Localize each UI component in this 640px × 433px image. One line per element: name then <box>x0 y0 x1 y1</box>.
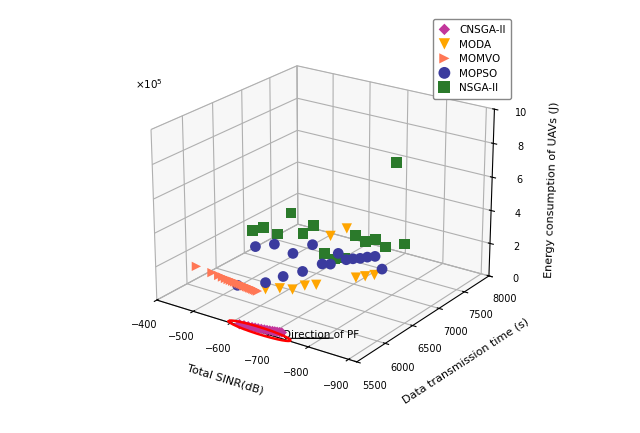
Text: $\times10^5$: $\times10^5$ <box>136 78 163 91</box>
Legend: CNSGA-II, MODA, MOMVO, MOPSO, NSGA-II: CNSGA-II, MODA, MOMVO, MOPSO, NSGA-II <box>433 19 511 99</box>
X-axis label: Total SINR(dB): Total SINR(dB) <box>186 363 264 396</box>
Y-axis label: Data transmission time (s): Data transmission time (s) <box>401 316 530 405</box>
